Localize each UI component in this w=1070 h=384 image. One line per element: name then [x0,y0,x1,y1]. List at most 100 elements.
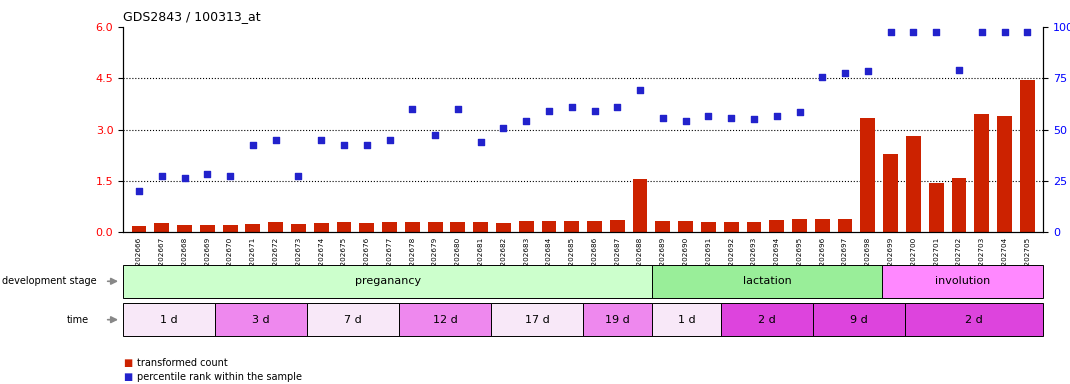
Text: GSM202682: GSM202682 [501,237,506,281]
Text: ■: ■ [123,358,133,368]
Text: GSM202703: GSM202703 [979,237,984,281]
Text: GSM202695: GSM202695 [796,237,802,281]
Text: GSM202692: GSM202692 [729,237,734,281]
Bar [360,223,374,232]
Point [996,29,1013,35]
Bar [997,116,1012,232]
Point [746,116,763,122]
Bar [723,222,738,232]
Text: GSM202683: GSM202683 [523,237,530,281]
Bar [860,118,875,232]
Point [199,171,216,177]
Point [859,68,876,74]
Point [540,108,557,114]
Text: GSM202686: GSM202686 [592,237,597,281]
Text: GSM202688: GSM202688 [637,237,643,281]
Bar [291,224,306,232]
Text: GSM202676: GSM202676 [364,237,370,281]
Bar [541,221,556,232]
Text: GSM202673: GSM202673 [295,237,302,281]
Bar [404,222,419,232]
Text: GSM202669: GSM202669 [204,237,211,281]
Bar [200,225,215,232]
Text: GSM202684: GSM202684 [546,237,552,281]
Text: 17 d: 17 d [524,314,550,325]
Point [722,114,739,121]
Text: GSM202699: GSM202699 [888,237,893,281]
Bar [656,221,670,232]
Bar [314,223,328,232]
Text: GSM202674: GSM202674 [318,237,324,281]
Text: GSM202679: GSM202679 [432,237,438,281]
Point [928,29,945,35]
Text: GSM202680: GSM202680 [455,237,461,281]
Text: transformed count: transformed count [137,358,228,368]
Point [131,188,148,194]
Bar [132,226,147,232]
Bar [154,223,169,232]
Text: GSM202696: GSM202696 [820,237,825,281]
Text: percentile rank within the sample: percentile rank within the sample [137,372,302,382]
Point [655,114,672,121]
Point [221,173,239,179]
Point [882,29,899,35]
Bar [815,219,829,232]
Text: GSM202670: GSM202670 [227,237,233,281]
Text: GSM202667: GSM202667 [158,237,165,281]
Point [677,118,694,124]
Point [631,87,648,93]
Text: GDS2843 / 100313_at: GDS2843 / 100313_at [123,10,261,23]
Bar [519,221,534,232]
Text: GSM202678: GSM202678 [410,237,415,281]
Text: GSM202691: GSM202691 [705,237,712,281]
Text: GSM202672: GSM202672 [273,237,278,281]
Bar [269,222,284,232]
Text: GSM202666: GSM202666 [136,237,142,281]
Bar [906,136,921,232]
Bar [382,222,397,232]
Point [175,174,193,180]
Text: ■: ■ [123,372,133,382]
Point [518,118,535,124]
Text: 19 d: 19 d [606,314,630,325]
Point [563,104,580,111]
Bar [587,221,602,232]
Bar [178,225,192,232]
Point [905,29,922,35]
Point [244,142,261,148]
Bar [564,221,579,232]
Text: 2 d: 2 d [965,314,983,325]
Bar [747,222,762,232]
Point [290,173,307,179]
Text: time: time [66,314,89,325]
Bar [473,222,488,232]
Text: GSM202698: GSM202698 [865,237,871,281]
Bar [632,179,647,232]
Point [950,66,967,73]
Point [335,142,352,148]
Bar [975,114,989,232]
Bar [337,222,351,232]
Text: GSM202705: GSM202705 [1024,237,1030,281]
Bar [838,218,853,232]
Text: GSM202675: GSM202675 [341,237,347,281]
Bar [883,154,898,232]
Bar [245,224,260,232]
Point [1019,29,1036,35]
Text: involution: involution [935,276,991,286]
Text: lactation: lactation [743,276,792,286]
Point [153,173,170,179]
Text: GSM202704: GSM202704 [1002,237,1008,281]
Text: 1 d: 1 d [160,314,178,325]
Text: GSM202681: GSM202681 [477,237,484,281]
Text: 12 d: 12 d [432,314,458,325]
Bar [223,225,238,232]
Bar [701,222,716,232]
Text: 1 d: 1 d [678,314,696,325]
Text: GSM202697: GSM202697 [842,237,849,281]
Point [974,29,991,35]
Text: 2 d: 2 d [759,314,776,325]
Point [494,125,511,131]
Bar [610,220,625,232]
Text: GSM202677: GSM202677 [386,237,393,281]
